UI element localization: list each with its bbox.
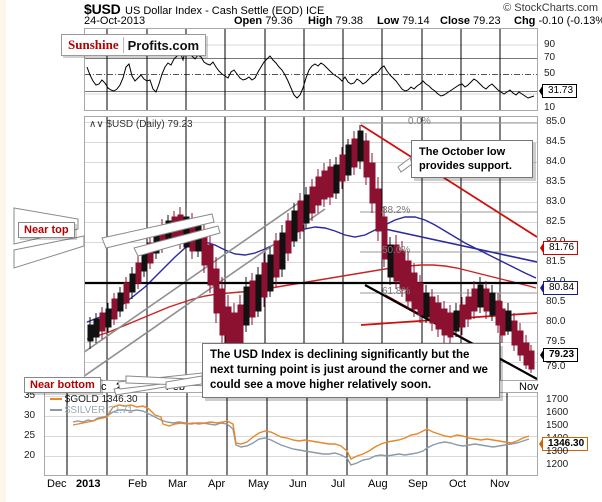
rsi-current-flag: 31.73 [538,84,578,98]
ticker-symbol: $USD [84,1,121,17]
close-value: 79.23 [473,15,501,27]
fib-label-382: 38.2% [382,205,411,216]
open-value: 79.36 [265,15,293,27]
ticker-description: US Dollar Index - Cash Settle (EOD) ICE [125,5,325,17]
gold-legend-value: 1346.30 [101,394,138,405]
high-label: High [308,15,333,27]
metals-month-2013: 2013 [76,478,101,490]
fib-label-0: 0.0% [408,116,431,127]
metals-left-tick-25: 25 [24,430,36,441]
gold-legend-name: $GOLD [64,394,99,405]
rsi-axis: 90 70 50 31.73 10 [538,28,602,113]
chart-header: $USD US Dollar Index - Cash Settle (EOD)… [6,0,602,28]
silver-legend-swatch-icon [50,409,62,412]
gold-silver-panel: $GOLD 1346.30 $SILVER 22.71 [44,392,538,476]
price-tick-80-0: 80.0 [546,316,566,327]
metals-month-may: May [248,478,269,490]
quote-date: 24-Oct-2013 [84,15,146,27]
price-tick-82-5: 82.5 [546,216,566,227]
low-label: Low [377,15,399,27]
rsi-tick-50: 50 [544,68,556,79]
change-value: -0.10 (-0.13%) [538,15,602,27]
metals-month-oct: Oct [449,478,467,490]
gold-current-flag: 1346.30 [538,437,589,451]
gold-legend-swatch-icon [50,398,62,401]
ma-blue-flag: 80.84 [539,281,579,295]
metals-month-feb: Feb [128,478,147,490]
high-value: 79.38 [335,15,364,27]
metals-month-apr: Apr [208,478,226,490]
metals-right-tick-1700: 1700 [546,394,569,405]
price-tick-79-0: 79.0 [546,361,566,372]
sunshine-profits-logo: Sunshine Profits.com [61,34,207,56]
price-legend-text: $USD (Daily) 79.23 [106,119,193,130]
low-value: 79.14 [402,15,430,27]
usd-analysis-note: The USD Index is declining significantly… [202,343,500,398]
ma-red-flag: 81.76 [539,241,579,255]
logo-part-sunshine: Sunshine [62,37,124,53]
price-month-nov: Nov [519,381,539,393]
silver-legend-name: $SILVER [64,405,106,416]
price-tick-85-0: 85.0 [546,116,566,127]
price-tick-79-5: 79.5 [546,336,566,347]
metals-right-tick-1500: 1500 [546,420,569,431]
metals-month-sep: Sep [408,478,428,490]
metals-right-tick-1600: 1600 [546,407,569,418]
price-axis: 85.0 84.5 84.0 83.5 83.0 82.5 82.0 81.76… [539,116,602,381]
price-tick-84-5: 84.5 [546,136,566,147]
price-tick-83-0: 83.0 [546,196,566,207]
price-legend: ∧∨ $USD (Daily) 79.23 [89,119,193,130]
october-low-note: The October low provides support. [411,140,533,178]
metals-month-jun: Jun [289,478,307,490]
metals-left-tick-20: 20 [24,450,36,461]
metals-right-tick-1300: 1300 [546,446,569,457]
fib-label-500: 50.0% [382,245,411,256]
metals-right-tick-1200: 1200 [546,459,569,470]
near-top-label: Near top [18,222,75,238]
metals-left-tick-35: 35 [24,390,36,401]
close-field: Close 79.23 [440,15,501,27]
low-field: Low 79.14 [377,15,430,27]
metals-left-tick-30: 30 [24,410,36,421]
price-tick-83-5: 83.5 [546,176,566,187]
metals-month-mar: Mar [168,478,187,490]
change-label: Chg [514,15,536,27]
open-field: Open 79.36 [234,15,293,27]
metals-month-nov: Nov [490,478,510,490]
metals-right-axis: 1700 1600 1500 1400 1346.30 1300 1200 [538,392,602,476]
fib-label-618: 61.8% [382,286,411,297]
metals-month-aug: Aug [368,478,388,490]
price-tick-84-0: 84.0 [546,156,566,167]
price-current-flag: 79.23 [539,348,579,362]
change-field: Chg -0.10 (-0.13%) ▼ [514,15,602,27]
rsi-tick-10: 10 [544,102,556,113]
metals-month-dec: Dec [47,478,67,490]
near-bottom-label: Near bottom [24,377,101,393]
price-legend-icon: ∧∨ [89,119,104,130]
metals-legend: $GOLD 1346.30 [50,394,138,405]
price-tick-81-5: 81.5 [546,256,566,267]
header-title-line: $USD US Dollar Index - Cash Settle (EOD)… [84,1,324,19]
metals-left-axis: 35 30 25 20 [22,390,44,476]
high-field: High 79.38 [308,15,363,27]
rsi-tick-90: 90 [544,39,556,50]
source-attribution: © StockCharts.com [503,2,598,14]
metals-month-jul: Jul [331,478,346,490]
open-label: Open [234,15,263,27]
price-tick-80-5: 80.5 [546,296,566,307]
logo-part-profits: Profits.com [127,37,200,53]
rsi-tick-70: 70 [544,52,556,63]
close-label: Close [440,15,470,27]
silver-legend: $SILVER 22.71 [50,405,133,416]
silver-legend-value: 22.71 [107,405,133,416]
metals-month-axis: Dec 2013 Feb Mar Apr May Jun Jul Aug Sep… [44,478,538,494]
